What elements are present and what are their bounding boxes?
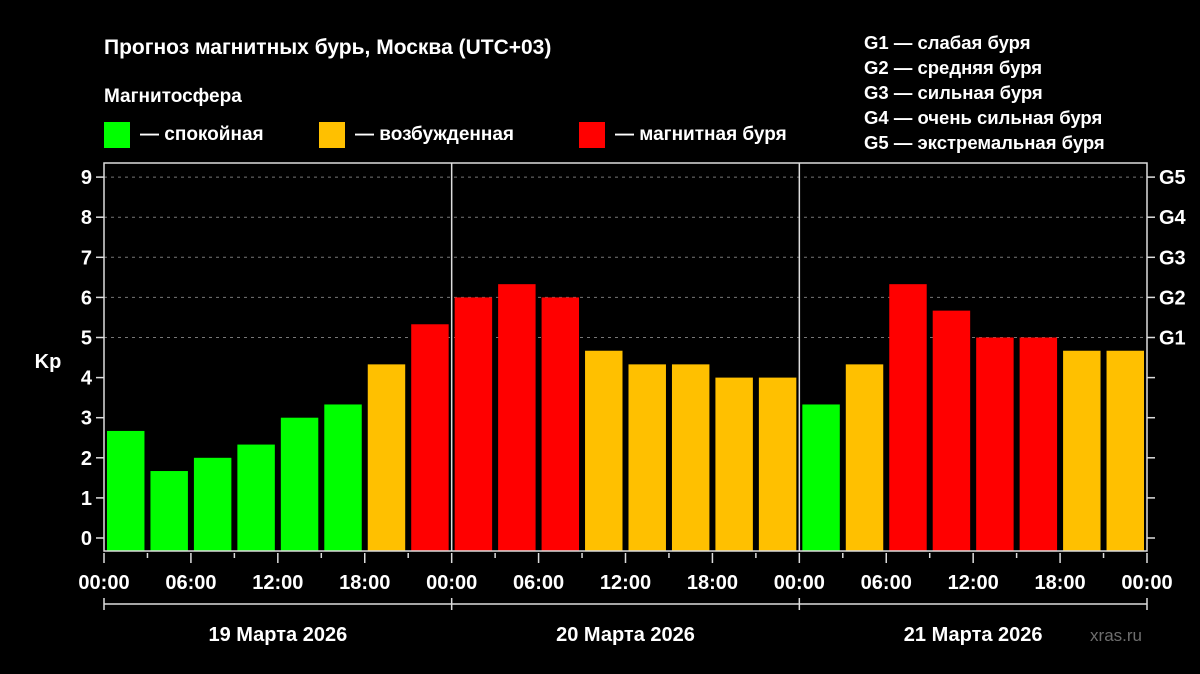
x-tick-label: 00:00: [426, 572, 477, 594]
day-label: 19 Марта 2026: [208, 624, 347, 646]
y-tick-label: 8: [81, 207, 92, 229]
g-scale-item: G5 — экстремальная буря: [864, 132, 1105, 153]
y-tick-label: 7: [81, 247, 92, 269]
bar: [628, 364, 666, 551]
g-scale-item: G4 — очень сильная буря: [864, 107, 1103, 128]
legend-label: — магнитная буря: [615, 124, 787, 145]
x-tick-label: 18:00: [687, 572, 738, 594]
g-scale-list: G1 — слабая буря G2 — средняя буря G3 — …: [864, 30, 1105, 155]
y-tick-label: 6: [81, 287, 92, 309]
bar: [671, 364, 710, 551]
bar: [280, 417, 319, 551]
x-tick-label: 00:00: [78, 572, 129, 594]
y-tick-label: 3: [81, 408, 92, 430]
y-tick-label: 9: [81, 167, 92, 189]
legend-swatch-active: [319, 122, 345, 148]
bar: [715, 377, 753, 551]
g-level-label: G3: [1159, 247, 1186, 269]
x-tick-label: 12:00: [600, 572, 651, 594]
y-tick-label: 0: [81, 528, 92, 550]
bar: [845, 364, 884, 551]
plot-frame: [103, 162, 1148, 552]
g-level-label: G5: [1159, 167, 1186, 189]
x-tick-label: 00:00: [1121, 572, 1172, 594]
g-scale-item: G2 — средняя буря: [864, 57, 1043, 78]
x-tick-label: 06:00: [165, 572, 216, 594]
legend-swatch-quiet: [104, 122, 130, 148]
legend-item-storm: — магнитная буря: [579, 122, 787, 148]
bar: [411, 324, 449, 551]
bar: [237, 444, 275, 551]
chart-title: Прогноз магнитных бурь, Москва (UTC+03): [104, 36, 552, 59]
g-level-label: G2: [1159, 287, 1186, 309]
bar: [758, 377, 797, 551]
x-tick-label: 06:00: [513, 572, 564, 594]
legend-item-quiet: — спокойная: [104, 122, 264, 148]
bar: [889, 284, 927, 551]
g-scale-item: G1 — слабая буря: [864, 32, 1031, 53]
x-tick-label: 12:00: [948, 572, 999, 594]
y-tick-label: 2: [81, 448, 92, 470]
x-tick-label: 06:00: [861, 572, 912, 594]
bar: [454, 297, 493, 551]
bar: [107, 430, 145, 551]
legend-swatch-storm: [579, 122, 605, 148]
legend-item-active: — возбужденная: [319, 122, 514, 148]
bar: [193, 457, 232, 551]
bar: [1019, 337, 1058, 551]
g-level-label: G4: [1159, 207, 1187, 229]
bar: [367, 364, 406, 551]
bar: [976, 337, 1014, 551]
bar: [324, 404, 362, 551]
bar: [541, 297, 580, 551]
y-axis-label: Kp: [35, 351, 62, 373]
day-label: 21 Марта 2026: [904, 624, 1043, 646]
g-level-label: G1: [1159, 328, 1186, 350]
x-tick-label: 12:00: [252, 572, 303, 594]
bar: [802, 404, 840, 551]
y-tick-label: 4: [81, 368, 93, 390]
g-scale-item: G3 — сильная буря: [864, 82, 1043, 103]
bar: [1063, 350, 1101, 551]
bar: [932, 310, 971, 551]
y-tick-label: 5: [81, 328, 92, 350]
legend-label: — спокойная: [140, 124, 264, 145]
x-tick-label: 18:00: [339, 572, 390, 594]
legend-label: — возбужденная: [355, 124, 515, 145]
bar: [150, 471, 188, 551]
day-label: 20 Марта 2026: [556, 624, 695, 646]
watermark: xras.ru: [1090, 626, 1142, 645]
bar: [1106, 350, 1144, 551]
legend-title: Магнитосфера: [104, 86, 242, 107]
bar: [498, 284, 536, 551]
x-tick-label: 00:00: [774, 572, 825, 594]
bar: [585, 350, 623, 551]
x-tick-label: 18:00: [1035, 572, 1086, 594]
y-tick-label: 1: [81, 488, 92, 510]
